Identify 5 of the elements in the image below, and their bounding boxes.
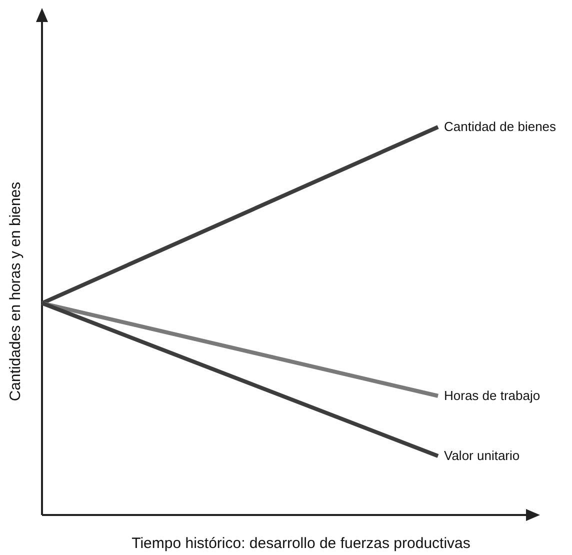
series-label: Cantidad de bienes	[444, 119, 557, 134]
series-label: Valor unitario	[444, 448, 520, 464]
series-label: Horas de trabajo	[444, 388, 540, 403]
x-axis-title: Tiempo histórico: desarrollo de fuerzas productivas	[132, 535, 470, 552]
y-axis-title: Cantidades en horas y en bienes	[7, 182, 24, 402]
